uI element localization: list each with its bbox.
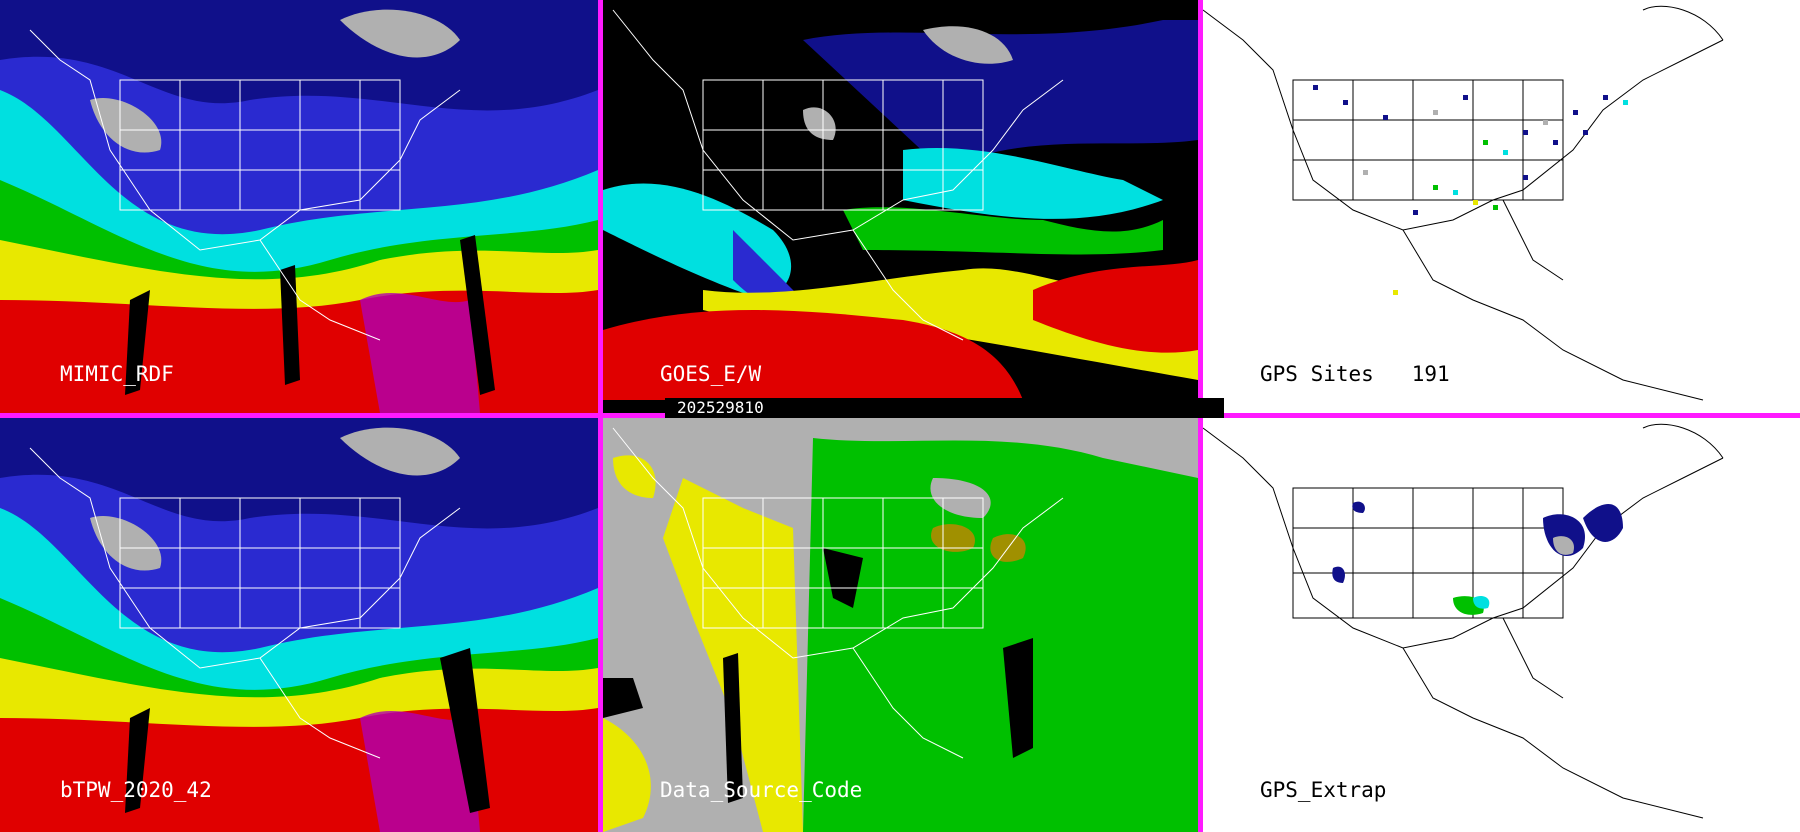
panel-data-source-code: Data_Source_Code <box>603 418 1198 832</box>
panel-gps-sites: GPS Sites 191 <box>1203 0 1800 413</box>
panel-btpw: bTPW_2020_42 <box>0 418 598 832</box>
panel-goes-ew: GOES_E/W <box>603 0 1198 413</box>
tpw-map-image <box>0 418 598 832</box>
timestamp-text: 202529810 <box>677 398 764 417</box>
panel-label: MIMIC_RDF <box>60 362 174 386</box>
gps-sites-map <box>1203 5 1724 401</box>
panel-mimic-rdf: MIMIC_RDF <box>0 0 598 413</box>
timestamp-bar: 202529810 <box>665 398 1224 418</box>
panel-label: bTPW_2020_42 <box>60 778 212 802</box>
tpw-map-image <box>0 0 598 413</box>
panel-label: GPS Sites 191 <box>1260 362 1450 386</box>
panel-gps-extrap: GPS_Extrap <box>1203 418 1800 832</box>
panel-label: GPS_Extrap <box>1260 778 1387 802</box>
panel-label: Data_Source_Code <box>660 778 863 802</box>
goes-map-image <box>603 0 1198 413</box>
gps-extrap-map <box>1203 423 1724 819</box>
panel-label: GOES_E/W <box>660 362 762 386</box>
gps-site-markers <box>1313 85 1628 295</box>
source-code-map <box>603 418 1198 832</box>
